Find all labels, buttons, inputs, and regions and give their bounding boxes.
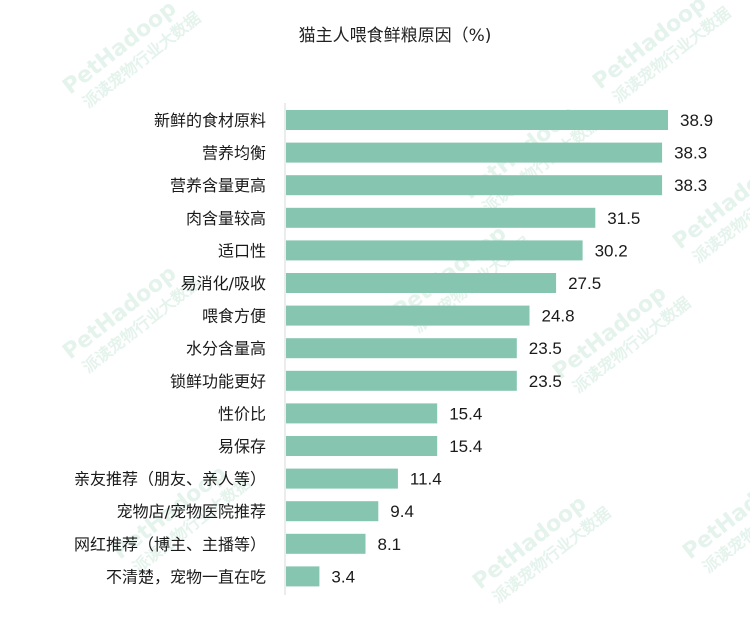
value-label: 15.4 (449, 437, 482, 456)
category-label: 宠物店/宠物医院推荐 (117, 502, 266, 521)
value-label: 31.5 (607, 209, 640, 228)
bar (286, 533, 366, 554)
category-label: 性价比 (218, 404, 266, 423)
bar (286, 403, 438, 424)
value-label: 27.5 (568, 274, 601, 293)
value-label: 8.1 (378, 535, 402, 554)
bar (286, 305, 530, 326)
category-label: 肉含量较高 (186, 209, 266, 228)
category-label: 易消化/吸收 (181, 274, 266, 293)
value-label: 15.4 (449, 404, 482, 423)
bar (286, 175, 663, 196)
category-label: 易保存 (218, 437, 266, 456)
category-label: 营养均衡 (202, 144, 266, 163)
bar (286, 566, 320, 587)
bar (286, 142, 663, 163)
category-label: 水分含量高 (186, 339, 266, 358)
bars-group: 新鲜的食材原料 38.9 营养均衡 38.3 营养含量更高 38.3 肉含量较高 31.5 适口… (74, 110, 713, 587)
value-label: 23.5 (529, 372, 562, 391)
bar (286, 110, 668, 130)
value-label: 9.4 (390, 502, 414, 521)
value-label: 24.8 (542, 307, 575, 326)
bar (286, 207, 596, 228)
category-label: 新鲜的食材原料 (154, 111, 266, 130)
value-label: 23.5 (529, 339, 562, 358)
bar (286, 240, 583, 261)
value-label: 3.4 (331, 567, 355, 586)
bar (286, 468, 398, 489)
value-label: 30.2 (595, 241, 628, 260)
category-label: 锁鲜功能更好 (170, 372, 266, 391)
chart-title: 猫主人喂食鲜粮原因（%) (299, 26, 492, 46)
bar (286, 436, 438, 456)
category-label: 适口性 (218, 241, 266, 260)
category-label: 营养含量更高 (170, 176, 266, 195)
category-label: 亲友推荐（朋友、亲人等） (74, 470, 266, 489)
category-label: 网红推荐（博主、主播等） (74, 535, 266, 554)
value-label: 11.4 (410, 470, 442, 489)
bar (286, 501, 379, 522)
bar (286, 273, 557, 293)
value-label: 38.3 (674, 144, 707, 163)
value-label: 38.9 (680, 111, 713, 130)
category-label: 喂食方便 (202, 307, 266, 326)
value-label: 38.3 (674, 176, 707, 195)
category-label: 不清楚，宠物一直在吃 (106, 567, 266, 586)
bar (286, 338, 517, 359)
bar (286, 370, 517, 391)
